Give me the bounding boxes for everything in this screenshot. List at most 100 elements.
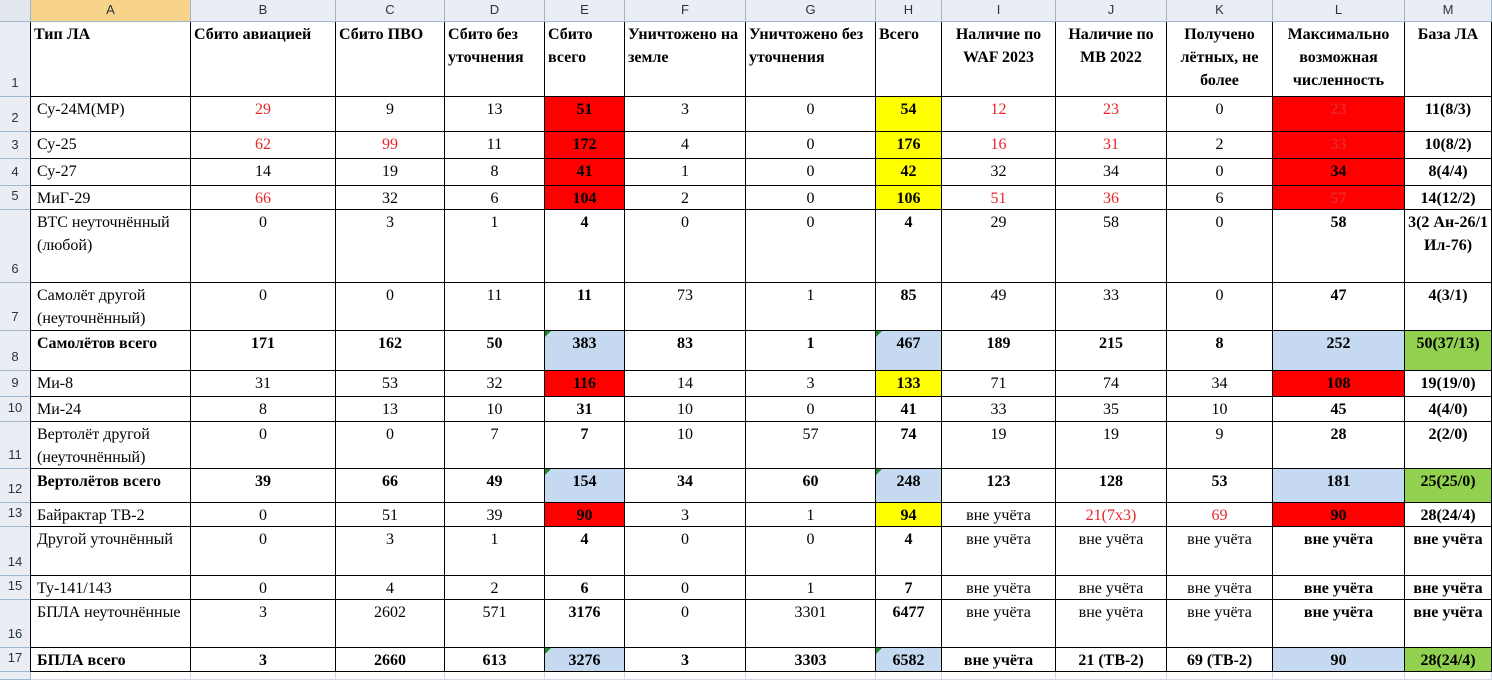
- cell-j14[interactable]: вне учёта: [1056, 527, 1167, 576]
- cell-h3[interactable]: 176: [876, 132, 942, 159]
- cell-a15[interactable]: Ту-141/143: [31, 576, 191, 600]
- cell-b12[interactable]: 39: [191, 469, 336, 503]
- cell-a17[interactable]: БПЛА всего: [31, 648, 191, 672]
- cell-d11[interactable]: 7: [445, 422, 545, 469]
- row-header-18[interactable]: 18: [0, 672, 31, 680]
- column-header-j[interactable]: J: [1056, 0, 1167, 22]
- cell-m10[interactable]: 4(4/0): [1405, 397, 1492, 422]
- cell-d8[interactable]: 50: [445, 331, 545, 371]
- cell-m12[interactable]: 25(25/0): [1405, 469, 1492, 503]
- cell-g6[interactable]: 0: [746, 210, 876, 283]
- row-header-2[interactable]: 2: [0, 97, 31, 132]
- cell-f17[interactable]: 3: [625, 648, 746, 672]
- cell-b6[interactable]: 0: [191, 210, 336, 283]
- cell-i14[interactable]: вне учёта: [942, 527, 1056, 576]
- cell-i16[interactable]: вне учёта: [942, 600, 1056, 648]
- cell-e16[interactable]: 3176: [545, 600, 625, 648]
- cell-c2[interactable]: 9: [336, 97, 445, 132]
- cell-k7[interactable]: 0: [1167, 283, 1273, 331]
- cell-h15[interactable]: 7: [876, 576, 942, 600]
- row-header-4[interactable]: 4: [0, 159, 31, 186]
- cell-h6[interactable]: 4: [876, 210, 942, 283]
- cell-e5[interactable]: 104: [545, 186, 625, 210]
- cell-i11[interactable]: 19: [942, 422, 1056, 469]
- column-header-f[interactable]: F: [625, 0, 746, 22]
- cell-d7[interactable]: 11: [445, 283, 545, 331]
- row-header-1[interactable]: 1: [0, 22, 31, 97]
- cell-f4[interactable]: 1: [625, 159, 746, 186]
- cell-b18[interactable]: [191, 672, 336, 680]
- cell-i10[interactable]: 33: [942, 397, 1056, 422]
- cell-h7[interactable]: 85: [876, 283, 942, 331]
- cell-g10[interactable]: 0: [746, 397, 876, 422]
- cell-l6[interactable]: 58: [1273, 210, 1405, 283]
- cell-d14[interactable]: 1: [445, 527, 545, 576]
- header-cell-7[interactable]: Всего: [876, 22, 942, 97]
- cell-e6[interactable]: 4: [545, 210, 625, 283]
- cell-k12[interactable]: 53: [1167, 469, 1273, 503]
- select-all-corner[interactable]: [0, 0, 31, 22]
- cell-b10[interactable]: 8: [191, 397, 336, 422]
- cell-c7[interactable]: 0: [336, 283, 445, 331]
- header-cell-1[interactable]: Сбито авиацией: [191, 22, 336, 97]
- cell-f2[interactable]: 3: [625, 97, 746, 132]
- cell-l8[interactable]: 252: [1273, 331, 1405, 371]
- cell-m5[interactable]: 14(12/2): [1405, 186, 1492, 210]
- cell-a2[interactable]: Су-24М(МР): [31, 97, 191, 132]
- cell-d9[interactable]: 32: [445, 371, 545, 397]
- cell-g12[interactable]: 60: [746, 469, 876, 503]
- cell-k6[interactable]: 0: [1167, 210, 1273, 283]
- cell-h18[interactable]: [876, 672, 942, 680]
- cell-h10[interactable]: 41: [876, 397, 942, 422]
- cell-i18[interactable]: [942, 672, 1056, 680]
- cell-i6[interactable]: 29: [942, 210, 1056, 283]
- cell-a7[interactable]: Самолёт другой (неуточнённый): [31, 283, 191, 331]
- cell-k10[interactable]: 10: [1167, 397, 1273, 422]
- cell-j10[interactable]: 35: [1056, 397, 1167, 422]
- cell-m13[interactable]: 28(24/4): [1405, 503, 1492, 527]
- cell-e10[interactable]: 31: [545, 397, 625, 422]
- cell-g14[interactable]: 0: [746, 527, 876, 576]
- cell-d12[interactable]: 49: [445, 469, 545, 503]
- row-header-12[interactable]: 12: [0, 469, 31, 503]
- cell-k4[interactable]: 0: [1167, 159, 1273, 186]
- cell-i9[interactable]: 71: [942, 371, 1056, 397]
- cell-b7[interactable]: 0: [191, 283, 336, 331]
- cell-l7[interactable]: 47: [1273, 283, 1405, 331]
- cell-e3[interactable]: 172: [545, 132, 625, 159]
- cell-c5[interactable]: 32: [336, 186, 445, 210]
- cell-j18[interactable]: [1056, 672, 1167, 680]
- cell-g16[interactable]: 3301: [746, 600, 876, 648]
- cell-g13[interactable]: 1: [746, 503, 876, 527]
- cell-d5[interactable]: 6: [445, 186, 545, 210]
- cell-a10[interactable]: Ми-24: [31, 397, 191, 422]
- cell-d3[interactable]: 11: [445, 132, 545, 159]
- cell-m11[interactable]: 2(2/0): [1405, 422, 1492, 469]
- row-header-9[interactable]: 9: [0, 371, 31, 397]
- cell-e4[interactable]: 41: [545, 159, 625, 186]
- row-header-3[interactable]: 3: [0, 132, 31, 159]
- cell-h16[interactable]: 6477: [876, 600, 942, 648]
- header-cell-0[interactable]: Тип ЛА: [31, 22, 191, 97]
- cell-a14[interactable]: Другой уточнённый: [31, 527, 191, 576]
- cell-i15[interactable]: вне учёта: [942, 576, 1056, 600]
- cell-m7[interactable]: 4(3/1): [1405, 283, 1492, 331]
- cell-i8[interactable]: 189: [942, 331, 1056, 371]
- row-header-17[interactable]: 17: [0, 648, 31, 672]
- cell-f8[interactable]: 83: [625, 331, 746, 371]
- cell-i5[interactable]: 51: [942, 186, 1056, 210]
- cell-c18[interactable]: [336, 672, 445, 680]
- cell-g3[interactable]: 0: [746, 132, 876, 159]
- cell-c15[interactable]: 4: [336, 576, 445, 600]
- cell-j12[interactable]: 128: [1056, 469, 1167, 503]
- cell-f12[interactable]: 34: [625, 469, 746, 503]
- column-header-l[interactable]: L: [1273, 0, 1405, 22]
- cell-h13[interactable]: 94: [876, 503, 942, 527]
- cell-d18[interactable]: [445, 672, 545, 680]
- header-cell-10[interactable]: Получено лётных, не более: [1167, 22, 1273, 97]
- cell-f10[interactable]: 10: [625, 397, 746, 422]
- cell-e9[interactable]: 116: [545, 371, 625, 397]
- cell-b15[interactable]: 0: [191, 576, 336, 600]
- column-header-c[interactable]: C: [336, 0, 445, 22]
- cell-d4[interactable]: 8: [445, 159, 545, 186]
